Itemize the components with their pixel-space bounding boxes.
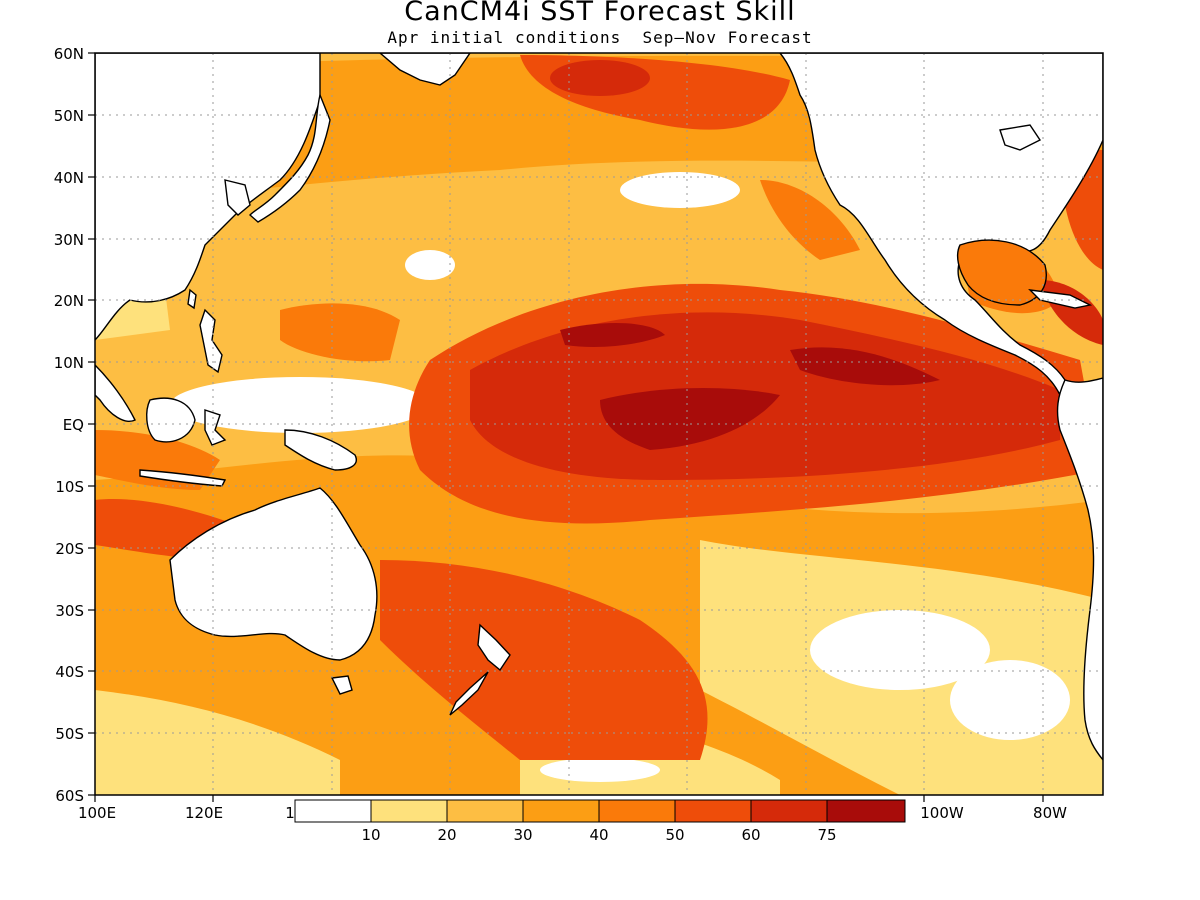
lat-label: 60S	[55, 787, 84, 805]
lat-label: 30S	[55, 602, 84, 620]
land-masses	[95, 53, 1103, 762]
colorbar: 10 20 30 40 50 60 75	[294, 799, 906, 844]
lat-label: 30N	[54, 231, 84, 249]
lat-label: 50N	[54, 107, 84, 125]
cuba-land	[1028, 289, 1093, 309]
new-zealand-land	[477, 623, 511, 672]
new-zealand-south-land	[449, 671, 489, 716]
colorbar-label: 10	[361, 826, 380, 844]
longitude-labels: 100E 120E 1 100W 80W	[78, 804, 1067, 822]
new-guinea-land	[284, 429, 357, 471]
sulawesi-land	[204, 409, 227, 446]
lat-label: 10N	[54, 354, 84, 372]
lon-label: 1	[285, 804, 295, 822]
lat-label: 50S	[55, 725, 84, 743]
map-title: CanCM4i SST Forecast Skill	[404, 0, 796, 27]
graticule	[95, 53, 1103, 795]
map-subtitle: Apr initial conditions Sep–Nov Forecast	[387, 28, 813, 47]
colorbar-label: 50	[665, 826, 684, 844]
lat-label: 20N	[54, 292, 84, 310]
korea-land	[224, 179, 251, 216]
lat-label: 60N	[54, 45, 84, 63]
lon-label: 120E	[185, 804, 223, 822]
sumatra-land	[95, 364, 136, 422]
colorbar-box-2	[446, 799, 524, 823]
tasmania-land	[330, 675, 353, 695]
lat-label: 40S	[55, 663, 84, 681]
taiwan-land	[187, 288, 197, 310]
australia-land	[169, 487, 378, 661]
kamchatka-land	[378, 53, 471, 86]
axis-ticks	[88, 52, 1044, 802]
colorbar-box-6	[750, 799, 828, 823]
japan-land	[248, 92, 331, 223]
colorbar-box-7	[826, 799, 906, 823]
lat-label: 20S	[55, 540, 84, 558]
borneo-land	[146, 397, 196, 443]
colorbar-label: 60	[741, 826, 760, 844]
philippines-land	[199, 308, 223, 374]
colorbar-box-0	[294, 799, 372, 823]
asia-mainland	[95, 53, 321, 341]
colorbar-box-1	[370, 799, 448, 823]
lat-label: 40N	[54, 169, 84, 187]
lon-label: 100W	[920, 804, 964, 822]
colorbar-label: 20	[437, 826, 456, 844]
lat-label: EQ	[63, 416, 84, 434]
colorbar-box-5	[674, 799, 752, 823]
colorbar-label: 30	[513, 826, 532, 844]
colorbar-label: 40	[589, 826, 608, 844]
lon-label: 80W	[1033, 804, 1067, 822]
lat-label: 10S	[55, 478, 84, 496]
colorbar-label: 75	[817, 826, 836, 844]
colorbar-box-3	[522, 799, 600, 823]
lon-label: 100E	[78, 804, 116, 822]
latitude-labels: 60N 50N 40N 30N 20N 10N EQ 10S 20S 30S 4…	[54, 45, 84, 805]
colorbar-box-4	[598, 799, 676, 823]
